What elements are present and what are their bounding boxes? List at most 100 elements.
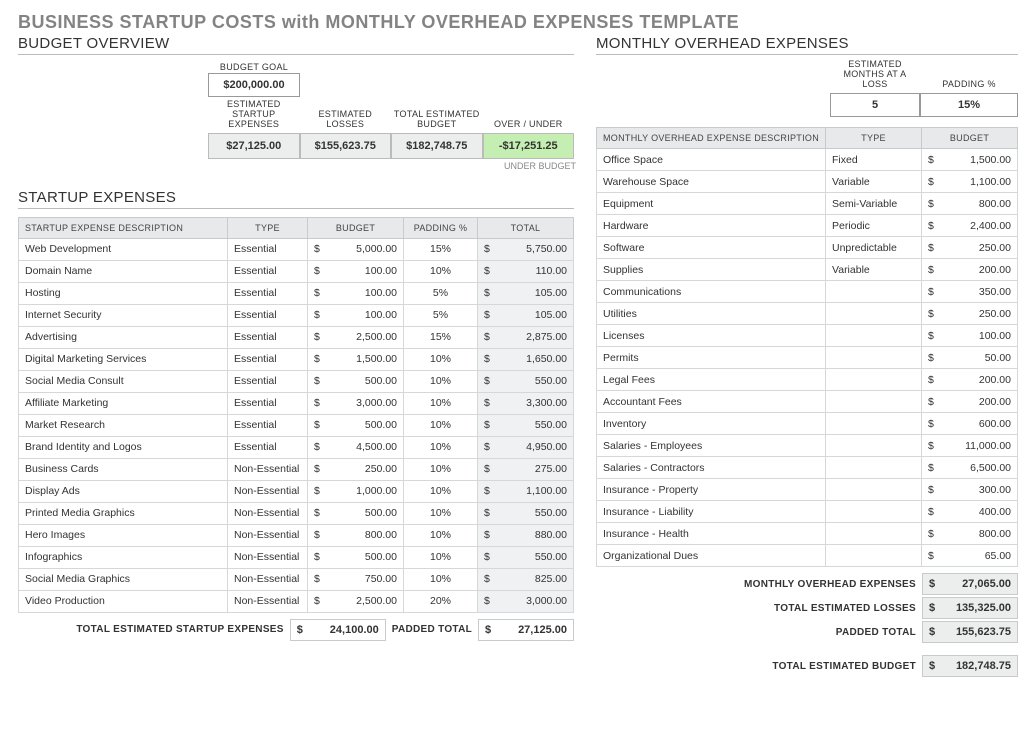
monthly-total-value: $155,623.75 bbox=[922, 621, 1018, 643]
cell-budget: $200.00 bbox=[922, 369, 1018, 391]
cell-budget: $500.00 bbox=[308, 414, 404, 436]
monthly-expenses-heading: MONTHLY OVERHEAD EXPENSES bbox=[596, 35, 1018, 55]
months-at-loss-value: 5 bbox=[830, 93, 920, 117]
monthly-total-value: $135,325.00 bbox=[922, 597, 1018, 619]
cell-desc: Equipment bbox=[597, 193, 826, 215]
cell-type: Periodic bbox=[826, 215, 922, 237]
months-at-loss-label: ESTIMATED MONTHS AT A LOSS bbox=[830, 63, 920, 93]
cell-budget: $2,400.00 bbox=[922, 215, 1018, 237]
cell-desc: Video Production bbox=[19, 590, 228, 612]
table-row: Salaries - Employees $11,000.00 bbox=[597, 435, 1018, 457]
cell-desc: Advertising bbox=[19, 326, 228, 348]
cell-desc: Market Research bbox=[19, 414, 228, 436]
cell-desc: Supplies bbox=[597, 259, 826, 281]
overview-col-value: $155,623.75 bbox=[300, 133, 392, 159]
table-row: AdvertisingEssential$2,500.0015%$2,875.0… bbox=[19, 326, 574, 348]
table-row: Insurance - Property$300.00 bbox=[597, 479, 1018, 501]
table-row: EquipmentSemi-Variable$800.00 bbox=[597, 193, 1018, 215]
padding-pct-label: PADDING % bbox=[920, 63, 1018, 93]
cell-total: $4,950.00 bbox=[478, 436, 574, 458]
cell-type: Essential bbox=[228, 370, 308, 392]
table-row: Licenses$100.00 bbox=[597, 325, 1018, 347]
cell-budget: $350.00 bbox=[922, 281, 1018, 303]
monthly-expenses-table: MONTHLY OVERHEAD EXPENSE DESCRIPTIONTYPE… bbox=[596, 127, 1018, 567]
cell-total: $550.00 bbox=[478, 502, 574, 524]
cell-desc: Salaries - Employees bbox=[597, 435, 826, 457]
cell-type: Non-Essential bbox=[228, 546, 308, 568]
cell-desc: Business Cards bbox=[19, 458, 228, 480]
cell-padding: 10% bbox=[404, 568, 478, 590]
cell-desc: Brand Identity and Logos bbox=[19, 436, 228, 458]
cell-desc: Digital Marketing Services bbox=[19, 348, 228, 370]
table-row: Affiliate MarketingEssential$3,000.0010%… bbox=[19, 392, 574, 414]
cell-total: $550.00 bbox=[478, 546, 574, 568]
cell-budget: $1,000.00 bbox=[308, 480, 404, 502]
cell-type: Essential bbox=[228, 238, 308, 260]
cell-padding: 10% bbox=[404, 436, 478, 458]
budget-goal-label: BUDGET GOAL bbox=[208, 63, 300, 73]
overview-col-label: ESTIMATED STARTUP EXPENSES bbox=[208, 103, 300, 133]
cell-total: $1,100.00 bbox=[478, 480, 574, 502]
overview-col-label: OVER / UNDER bbox=[483, 103, 575, 133]
cell-desc: Legal Fees bbox=[597, 369, 826, 391]
table-row: Hero ImagesNon-Essential$800.0010%$880.0… bbox=[19, 524, 574, 546]
table-row: Domain NameEssential$100.0010%$110.00 bbox=[19, 260, 574, 282]
table-row: Internet SecurityEssential$100.005%$105.… bbox=[19, 304, 574, 326]
cell-desc: Internet Security bbox=[19, 304, 228, 326]
cell-type bbox=[826, 325, 922, 347]
cell-type bbox=[826, 391, 922, 413]
cell-budget: $800.00 bbox=[308, 524, 404, 546]
cell-desc: Social Media Consult bbox=[19, 370, 228, 392]
table-row: Inventory$600.00 bbox=[597, 413, 1018, 435]
cell-desc: Inventory bbox=[597, 413, 826, 435]
cell-total: $880.00 bbox=[478, 524, 574, 546]
table-row: Salaries - Contractors $6,500.00 bbox=[597, 457, 1018, 479]
cell-budget: $100.00 bbox=[308, 282, 404, 304]
cell-type: Variable bbox=[826, 171, 922, 193]
cell-budget: $5,000.00 bbox=[308, 238, 404, 260]
cell-type: Essential bbox=[228, 414, 308, 436]
overview-col-value: $27,125.00 bbox=[208, 133, 300, 159]
table-header: TYPE bbox=[826, 128, 922, 149]
table-row: Display AdsNon-Essential$1,000.0010%$1,1… bbox=[19, 480, 574, 502]
cell-budget: $250.00 bbox=[922, 303, 1018, 325]
cell-padding: 15% bbox=[404, 238, 478, 260]
cell-budget: $800.00 bbox=[922, 193, 1018, 215]
cell-budget: $1,500.00 bbox=[308, 348, 404, 370]
cell-budget: $50.00 bbox=[922, 347, 1018, 369]
cell-type: Fixed bbox=[826, 149, 922, 171]
cell-budget: $6,500.00 bbox=[922, 457, 1018, 479]
cell-budget: $400.00 bbox=[922, 501, 1018, 523]
cell-desc: Hosting bbox=[19, 282, 228, 304]
table-row: Social Media GraphicsNon-Essential$750.0… bbox=[19, 568, 574, 590]
cell-type: Non-Essential bbox=[228, 458, 308, 480]
overview-col-value: $182,748.75 bbox=[391, 133, 483, 159]
table-header: MONTHLY OVERHEAD EXPENSE DESCRIPTION bbox=[597, 128, 826, 149]
cell-desc: Permits bbox=[597, 347, 826, 369]
under-budget-label: UNDER BUDGET bbox=[208, 161, 576, 171]
cell-total: $825.00 bbox=[478, 568, 574, 590]
cell-budget: $250.00 bbox=[922, 237, 1018, 259]
cell-type: Unpredictable bbox=[826, 237, 922, 259]
cell-total: $105.00 bbox=[478, 304, 574, 326]
cell-budget: $1,500.00 bbox=[922, 149, 1018, 171]
cell-total: $5,750.00 bbox=[478, 238, 574, 260]
budget-overview-heading: BUDGET OVERVIEW bbox=[18, 35, 574, 55]
padding-pct-value: 15% bbox=[920, 93, 1018, 117]
cell-desc: Salaries - Contractors bbox=[597, 457, 826, 479]
cell-budget: $11,000.00 bbox=[922, 435, 1018, 457]
cell-total: $1,650.00 bbox=[478, 348, 574, 370]
cell-padding: 10% bbox=[404, 348, 478, 370]
cell-type bbox=[826, 457, 922, 479]
cell-type bbox=[826, 413, 922, 435]
cell-type: Semi-Variable bbox=[826, 193, 922, 215]
table-row: Insurance - Health$800.00 bbox=[597, 523, 1018, 545]
cell-total: $550.00 bbox=[478, 414, 574, 436]
budget-goal-value: $200,000.00 bbox=[208, 73, 300, 97]
startup-expenses-table: STARTUP EXPENSE DESCRIPTIONTYPEBUDGETPAD… bbox=[18, 217, 574, 613]
cell-total: $110.00 bbox=[478, 260, 574, 282]
cell-budget: $100.00 bbox=[308, 304, 404, 326]
monthly-total-value: $27,065.00 bbox=[922, 573, 1018, 595]
cell-budget: $800.00 bbox=[922, 523, 1018, 545]
overview-col-label: TOTAL ESTIMATED BUDGET bbox=[391, 103, 483, 133]
